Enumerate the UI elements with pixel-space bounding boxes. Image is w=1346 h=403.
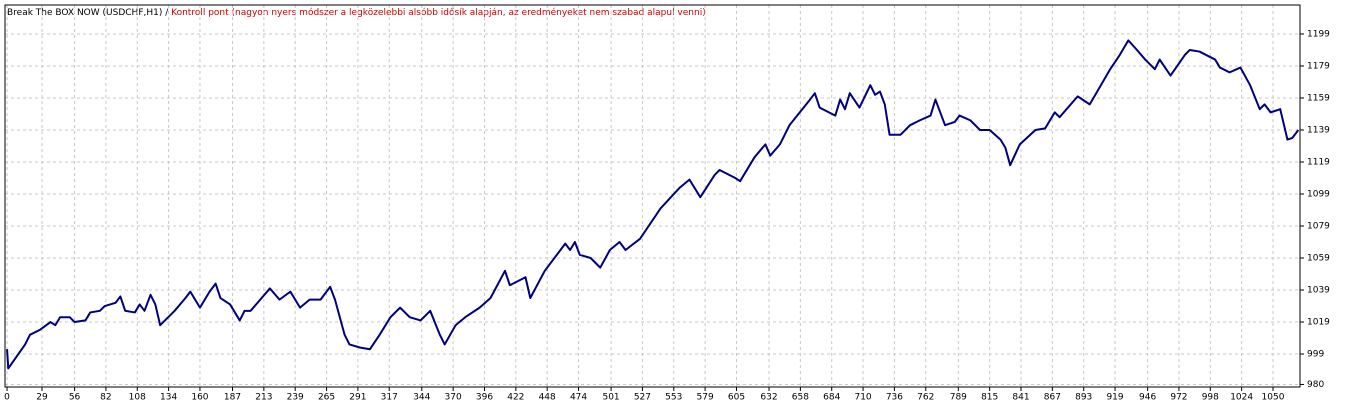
chart-title: Break The BOX NOW (USDCHF,H1) / Kontroll… xyxy=(7,7,706,18)
x-tick-label: 789 xyxy=(950,393,967,403)
x-tick-label: 317 xyxy=(381,393,398,403)
x-tick-label: 632 xyxy=(760,393,777,403)
x-tick-label: 684 xyxy=(823,393,840,403)
x-tick-label: 815 xyxy=(981,393,998,403)
x-tick-label: 710 xyxy=(854,393,871,403)
equity-line xyxy=(6,39,1300,370)
x-tick-label: 893 xyxy=(1075,393,1092,403)
x-tick-label: 1024 xyxy=(1230,393,1253,403)
title: Break The BOX NOW (USDCHF,H1) / xyxy=(7,8,169,18)
y-tick-label: 1079 xyxy=(1307,222,1330,232)
y-tick-label: 1159 xyxy=(1307,93,1330,103)
x-tick-label: 82 xyxy=(100,393,111,403)
x-tick-label: 501 xyxy=(602,393,619,403)
y-tick-label: 1099 xyxy=(1307,189,1330,199)
x-tick-label: 919 xyxy=(1106,393,1123,403)
x-tick-label: 605 xyxy=(728,393,745,403)
x-tick-label: 108 xyxy=(129,393,146,403)
x-tick-label: 1050 xyxy=(1262,393,1285,403)
y-tick-label: 1119 xyxy=(1307,157,1330,167)
y-tick-label: 999 xyxy=(1307,350,1324,360)
x-tick-label: 134 xyxy=(160,393,177,403)
x-tick-label: 946 xyxy=(1139,393,1156,403)
x-tick-label: 474 xyxy=(570,393,587,403)
x-tick-label: 0 xyxy=(4,393,10,403)
y-tick-label: 1139 xyxy=(1307,125,1330,135)
x-tick-label: 579 xyxy=(697,393,714,403)
x-tick-label: 553 xyxy=(665,393,682,403)
x-tick-label: 422 xyxy=(507,393,524,403)
y-tick-label: 1179 xyxy=(1307,61,1330,71)
y-tick-label: 1059 xyxy=(1307,254,1330,264)
x-tick-label: 736 xyxy=(886,393,903,403)
x-tick-label: 762 xyxy=(917,393,934,403)
x-tick-label: 370 xyxy=(445,393,462,403)
x-tick-label: 841 xyxy=(1012,393,1029,403)
x-tick-label: 344 xyxy=(413,393,430,403)
x-tick-label: 265 xyxy=(318,393,335,403)
x-tick-label: 867 xyxy=(1044,393,1061,403)
x-tick-label: 658 xyxy=(792,393,809,403)
y-tick-label: 980 xyxy=(1307,380,1324,390)
x-tick-label: 160 xyxy=(191,393,208,403)
x-tick-label: 998 xyxy=(1202,393,1219,403)
x-tick-label: 448 xyxy=(539,393,556,403)
x-tick-label: 972 xyxy=(1170,393,1187,403)
x-tick-label: 291 xyxy=(349,393,366,403)
y-tick-label: 1039 xyxy=(1307,286,1330,296)
x-tick-label: 56 xyxy=(69,393,81,403)
y-tick-label: 1019 xyxy=(1307,318,1330,328)
x-tick-label: 527 xyxy=(634,393,651,403)
x-tick-label: 187 xyxy=(224,393,241,403)
x-tick-label: 29 xyxy=(36,393,48,403)
x-tick-label: 213 xyxy=(255,393,272,403)
y-tick-label: 1199 xyxy=(1307,29,1330,39)
x-tick-label: 239 xyxy=(287,393,304,403)
subtitle: Kontroll pont (nagyon nyers módszer a le… xyxy=(171,7,706,18)
plot-frame xyxy=(4,4,1301,388)
x-tick-label: 396 xyxy=(476,393,493,403)
